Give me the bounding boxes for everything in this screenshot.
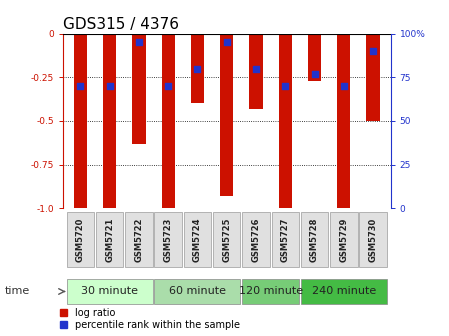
Point	[77, 83, 84, 89]
Text: GSM5722: GSM5722	[134, 217, 143, 262]
Text: GSM5727: GSM5727	[281, 217, 290, 262]
Bar	[103, 34, 116, 208]
Bar	[191, 34, 204, 103]
FancyBboxPatch shape	[184, 212, 211, 267]
Bar	[132, 34, 145, 144]
Point	[135, 40, 142, 45]
Bar	[74, 34, 87, 208]
FancyBboxPatch shape	[213, 212, 241, 267]
Text: 30 minute: 30 minute	[81, 287, 138, 296]
Text: GSM5726: GSM5726	[251, 217, 260, 262]
Point	[340, 83, 348, 89]
Text: 240 minute: 240 minute	[312, 287, 376, 296]
Bar	[250, 34, 263, 109]
Point	[194, 66, 201, 71]
Text: GSM5723: GSM5723	[164, 217, 173, 262]
Text: GSM5724: GSM5724	[193, 217, 202, 262]
Bar	[220, 34, 233, 196]
FancyBboxPatch shape	[125, 212, 153, 267]
FancyBboxPatch shape	[301, 212, 328, 267]
Text: GSM5728: GSM5728	[310, 217, 319, 262]
Point	[252, 66, 260, 71]
Bar	[366, 34, 380, 121]
FancyBboxPatch shape	[301, 279, 387, 304]
Point	[370, 48, 377, 54]
FancyBboxPatch shape	[242, 279, 299, 304]
Bar	[279, 34, 292, 208]
Text: time: time	[4, 287, 30, 296]
Text: GSM5729: GSM5729	[339, 217, 348, 262]
FancyBboxPatch shape	[96, 212, 123, 267]
Text: 120 minute: 120 minute	[238, 287, 303, 296]
Point	[223, 40, 230, 45]
Text: 60 minute: 60 minute	[169, 287, 226, 296]
FancyBboxPatch shape	[66, 212, 94, 267]
Text: GSM5721: GSM5721	[105, 217, 114, 262]
FancyBboxPatch shape	[330, 212, 357, 267]
Point	[282, 83, 289, 89]
FancyBboxPatch shape	[154, 279, 241, 304]
Text: GSM5720: GSM5720	[76, 217, 85, 262]
Point	[106, 83, 113, 89]
Text: GSM5730: GSM5730	[369, 217, 378, 261]
Bar	[337, 34, 350, 208]
FancyBboxPatch shape	[242, 212, 270, 267]
Bar	[308, 34, 321, 81]
FancyBboxPatch shape	[66, 279, 153, 304]
Bar	[162, 34, 175, 208]
Legend: log ratio, percentile rank within the sample: log ratio, percentile rank within the sa…	[59, 307, 241, 331]
FancyBboxPatch shape	[272, 212, 299, 267]
Text: GSM5725: GSM5725	[222, 217, 231, 262]
Text: GDS315 / 4376: GDS315 / 4376	[63, 17, 179, 33]
FancyBboxPatch shape	[154, 212, 182, 267]
Point	[311, 71, 318, 77]
Point	[165, 83, 172, 89]
FancyBboxPatch shape	[359, 212, 387, 267]
